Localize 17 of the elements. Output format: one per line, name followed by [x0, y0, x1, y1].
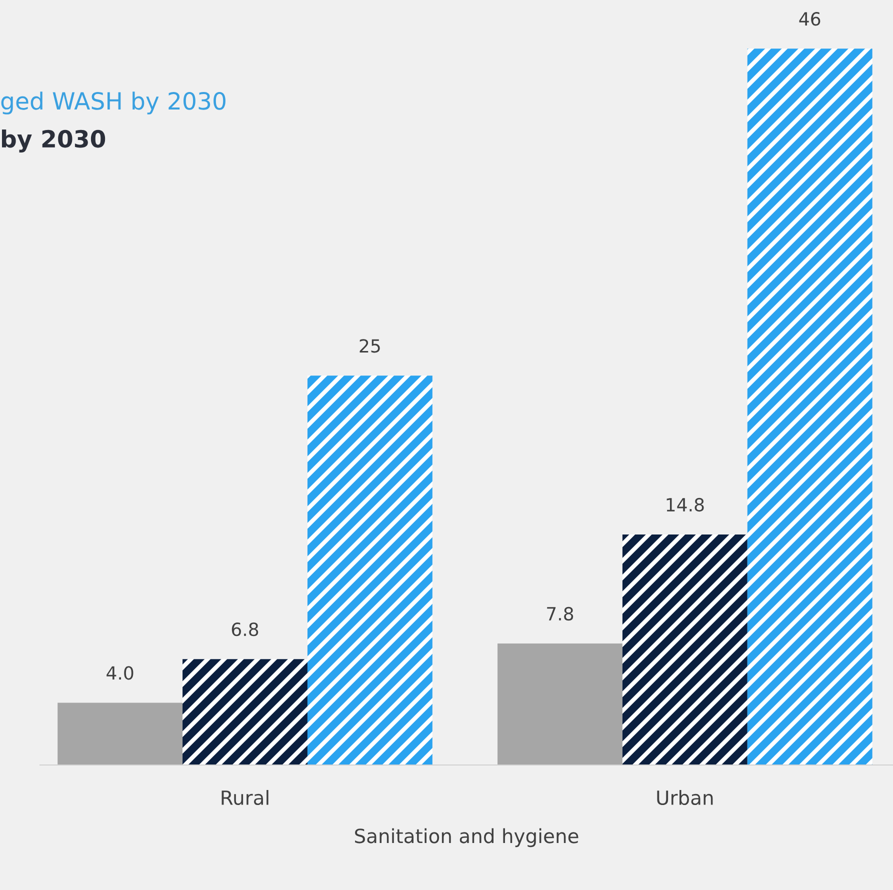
bar — [182, 659, 308, 765]
x-tick-label: Rural — [222, 790, 268, 806]
data-label: 46 — [799, 12, 820, 26]
bar — [498, 644, 622, 765]
x-axis-title: Sanitation and hygiene — [355, 828, 578, 848]
bar — [307, 376, 432, 765]
data-label: 7.8 — [547, 606, 574, 621]
bar — [747, 48, 872, 765]
data-label: 6.8 — [232, 622, 258, 636]
bar — [622, 534, 748, 765]
data-label: 4.0 — [106, 666, 134, 680]
annotation: by 2030 — [2, 129, 106, 153]
data-label: 25 — [360, 339, 380, 353]
bar — [58, 702, 183, 765]
annotation: ged WASH by 2030 — [1, 92, 226, 114]
data-label: 14.8 — [666, 498, 704, 512]
x-tick-label: Urban — [657, 790, 713, 806]
